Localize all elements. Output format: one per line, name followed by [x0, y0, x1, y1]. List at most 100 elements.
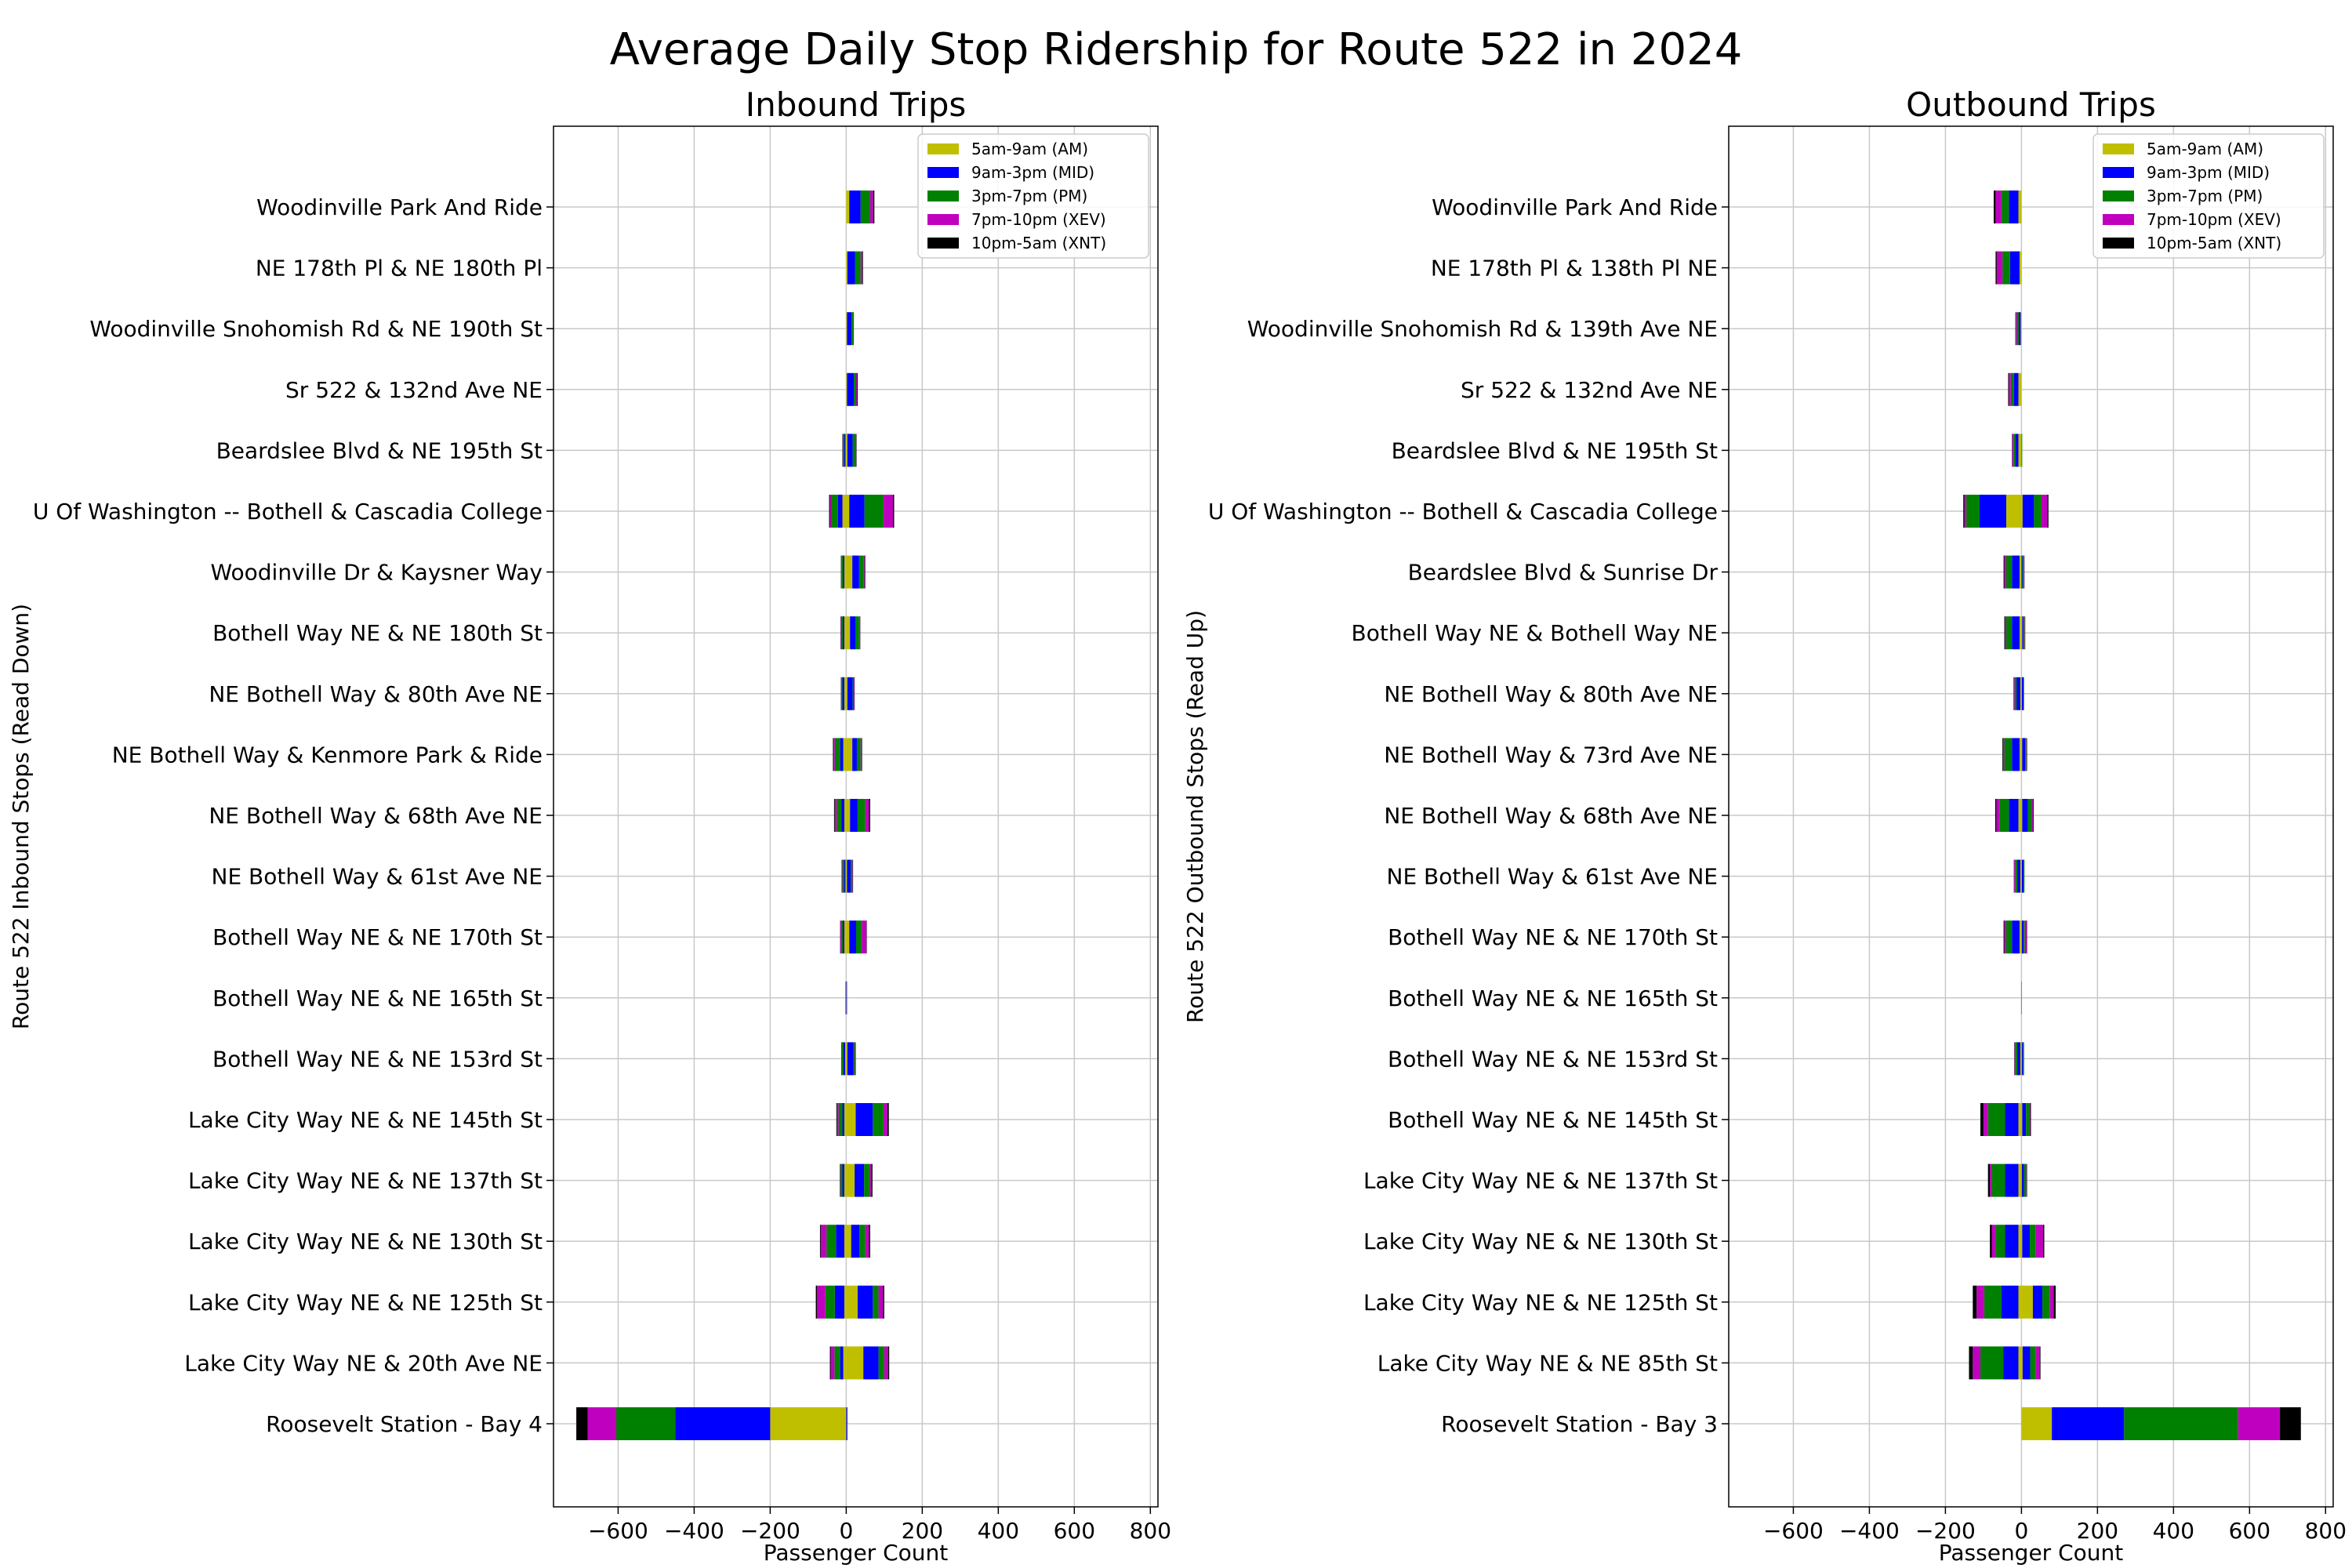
bar-segment-alightings	[833, 738, 835, 771]
bar-segment-boardings	[847, 372, 855, 406]
bar-segment-alightings	[844, 799, 847, 832]
bar-segment-boardings	[878, 1346, 884, 1380]
bar-segment-alightings	[1973, 1285, 1977, 1319]
bar-segment-alightings	[840, 920, 842, 954]
bar-segment-boardings	[2021, 1407, 2053, 1440]
stop-label: Sr 522 & 132nd Ave NE	[1461, 377, 1718, 403]
bar-segment-boardings	[878, 1285, 884, 1319]
stop-label: Roosevelt Station - Bay 3	[1441, 1411, 1718, 1437]
bar-segment-alightings	[2005, 555, 2013, 589]
bar-segment-alightings	[2018, 1285, 2022, 1319]
stop-label: Roosevelt Station - Bay 4	[266, 1411, 543, 1437]
bar-segment-boardings	[2021, 738, 2023, 771]
axes-frame	[553, 125, 1159, 1508]
bar-segment-alightings	[2009, 799, 2019, 832]
bar-segment-alightings	[2005, 616, 2013, 650]
bar-segment-alightings	[2020, 677, 2022, 710]
bar-segment-alightings	[576, 1407, 588, 1440]
bar-segment-boardings	[849, 920, 856, 954]
bar-segment-alightings	[2012, 555, 2020, 589]
bar-segment-boardings	[852, 434, 856, 467]
bar-segment-alightings	[842, 495, 847, 528]
bar-segment-boardings	[850, 616, 856, 650]
bar-segment-alightings	[830, 1346, 835, 1380]
bar-segment-boardings	[846, 799, 851, 832]
bar-segment-boardings	[855, 1163, 865, 1197]
bar-segment-boardings	[2029, 1103, 2031, 1136]
bar-segment-boardings	[850, 799, 858, 832]
y-axis-label: Route 522 Outbound Stops (Read Up)	[1182, 610, 1208, 1023]
bar-segment-alightings	[2009, 372, 2011, 406]
bar-segment-alightings	[2008, 372, 2009, 406]
bar-segment-alightings	[2005, 1103, 2019, 1136]
bar-segment-alightings	[1976, 1285, 1984, 1319]
bar-segment-alightings	[2015, 434, 2019, 467]
bar-segment-alightings	[2009, 251, 2020, 285]
stop-label: Woodinville Park And Ride	[1432, 194, 1718, 220]
bar-segment-boardings	[2021, 1163, 2024, 1197]
bar-segment-boardings	[863, 555, 865, 589]
legend-entry: 9am-3pm (MID)	[971, 163, 1094, 182]
bar-segment-boardings	[857, 799, 866, 832]
bar-segment-alightings	[838, 1103, 843, 1136]
bar-segment-alightings	[841, 920, 844, 954]
bar-segment-boardings	[847, 251, 855, 285]
stop-label: U Of Washington -- Bothell & Cascadia Co…	[33, 499, 543, 524]
bar-segment-boardings	[846, 859, 848, 893]
bar-segment-boardings	[2021, 495, 2023, 528]
bar-segment-alightings	[837, 495, 843, 528]
x-tick-label: −400	[664, 1518, 724, 1544]
stop-label: NE 178th Pl & 138th Pl NE	[1431, 256, 1718, 281]
bar-segment-boardings	[2027, 799, 2032, 832]
bar-segment-boardings	[852, 738, 857, 771]
bar-segment-alightings	[1995, 191, 2002, 223]
bar-segment-alightings	[2005, 495, 2022, 528]
bar-segment-boardings	[2053, 1285, 2056, 1319]
legend: 5am-9am (AM) 9am-3pm (MID) 3pm-7pm (PM) 7pm…	[2092, 133, 2325, 259]
bar-segment-alightings	[840, 738, 844, 771]
bar-segment-boardings	[871, 1163, 873, 1197]
bar-segment-alightings	[2019, 738, 2022, 771]
legend-entry: 5am-9am (AM)	[2147, 140, 2263, 158]
bar-segment-boardings	[846, 312, 848, 346]
bar-segment-alightings	[1969, 1346, 1973, 1380]
outbound-panel: −600 −400 −200 0 200 400 600 800 Woodinville Par…	[1182, 85, 2347, 1566]
bar-segment-alightings	[841, 555, 844, 589]
bar-segment-alightings	[1996, 799, 2000, 832]
stop-label: NE Bothell Way & Kenmore Park & Ride	[112, 742, 543, 768]
bar-segment-alightings	[2004, 738, 2013, 771]
bar-segment-alightings	[833, 799, 835, 832]
bar-segment-boardings	[846, 1042, 848, 1076]
bar-segment-alightings	[1966, 495, 1980, 528]
bar-segment-alightings	[843, 434, 844, 467]
bar-segment-alightings	[2005, 616, 2006, 650]
bar-segment-alightings	[841, 616, 844, 650]
bar-segment-boardings	[860, 251, 862, 285]
x-tick-label: 200	[2077, 1518, 2118, 1544]
x-tick-label: 0	[839, 1518, 853, 1544]
bar-segment-alightings	[2020, 312, 2022, 346]
bar-segment-boardings	[849, 191, 861, 223]
bar-segment-alightings	[817, 1285, 826, 1319]
bar-segment-alightings	[2018, 1346, 2022, 1380]
bar-segment-boardings	[855, 372, 857, 406]
bar-segment-boardings	[846, 738, 853, 771]
bar-segment-alightings	[842, 859, 844, 893]
bar-segment-alightings	[842, 1042, 844, 1076]
bar-segment-alightings	[2012, 616, 2020, 650]
stop-label: Lake City Way NE & NE 130th St	[188, 1229, 543, 1254]
bar-segment-boardings	[846, 677, 848, 710]
bar-segment-boardings	[864, 495, 884, 528]
bar-segment-alightings	[1987, 1103, 2005, 1136]
bar-segment-boardings	[2032, 1285, 2043, 1319]
bar-segment-alightings	[2015, 1042, 2018, 1076]
bar-segment-alightings	[834, 799, 837, 832]
bar-segment-alightings	[2012, 738, 2020, 771]
bar-segment-alightings	[2002, 251, 2010, 285]
bar-segment-alightings	[2013, 434, 2016, 467]
bar-segment-boardings	[849, 495, 865, 528]
figure-title: Average Daily Stop Ridership for Route 5…	[610, 24, 1743, 75]
bar-segment-alightings	[1996, 251, 2003, 285]
bar-segment-alightings	[2012, 920, 2020, 954]
